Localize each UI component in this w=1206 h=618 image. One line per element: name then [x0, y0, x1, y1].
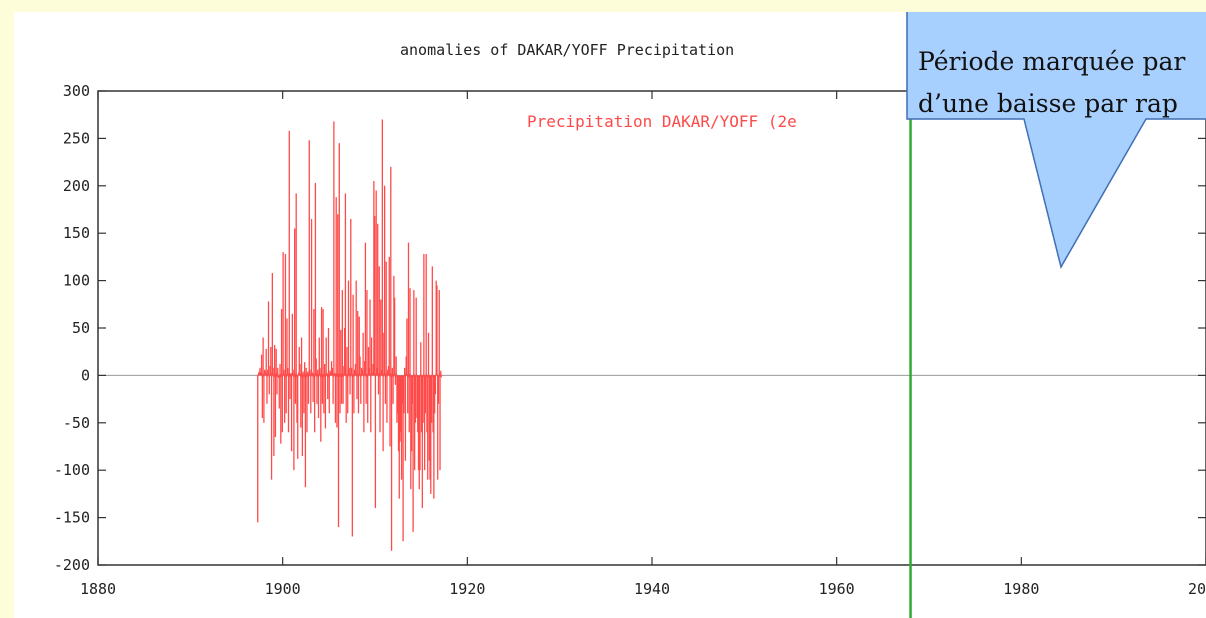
series-trace [257, 372, 443, 378]
y-tick-label: -50 [63, 414, 90, 432]
y-tick-label: 100 [63, 272, 90, 290]
chart-title: anomalies of DAKAR/YOFF Precipitation [400, 41, 734, 59]
y-tick-label: 150 [63, 224, 90, 242]
x-tick-label: 1920 [449, 580, 485, 598]
callout-line-2: d’une baisse par rap [918, 89, 1178, 118]
callout-line-1: Période marquée par [918, 47, 1185, 76]
legend-label: Precipitation DAKAR/YOFF (2e [527, 112, 797, 131]
y-tick-label: -150 [54, 509, 90, 527]
x-tick-label: 1960 [819, 580, 855, 598]
y-tick-label: 0 [81, 366, 90, 384]
chart-frame: anomalies of DAKAR/YOFF Precipitation 30… [14, 12, 1206, 618]
y-tick-label: -200 [54, 556, 90, 574]
callout-shape [906, 12, 1206, 269]
x-tick-label: 1900 [265, 580, 301, 598]
x-tick-label: 1880 [80, 580, 116, 598]
x-tick-label: 2000 [1188, 580, 1206, 598]
x-tick-label: 1940 [634, 580, 670, 598]
series-0 [257, 119, 443, 551]
x-tick-label: 1980 [1003, 580, 1039, 598]
anomaly-chart: anomalies of DAKAR/YOFF Precipitation 30… [54, 12, 1206, 618]
y-tick-label: -100 [54, 461, 90, 479]
y-tick-label: 250 [63, 129, 90, 147]
y-tick-label: 200 [63, 177, 90, 195]
callout-bubble: Période marquée par d’une baisse par rap [906, 12, 1206, 269]
y-tick-label: 300 [63, 82, 90, 100]
y-tick-label: 50 [72, 319, 90, 337]
